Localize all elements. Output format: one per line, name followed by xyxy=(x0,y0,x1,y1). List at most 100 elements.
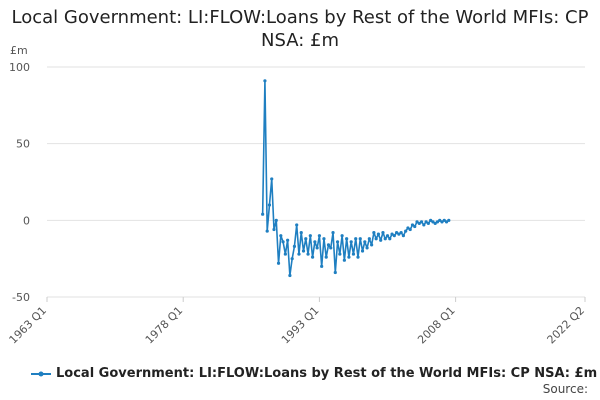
data-point xyxy=(315,246,319,250)
data-point xyxy=(424,220,428,224)
data-point xyxy=(351,252,356,256)
data-point xyxy=(265,229,269,233)
data-point xyxy=(390,232,394,236)
data-point xyxy=(297,252,301,256)
data-point xyxy=(381,231,385,235)
data-point xyxy=(354,237,358,241)
data-point xyxy=(295,223,299,227)
data-point xyxy=(288,273,292,278)
data-point xyxy=(263,79,267,83)
data-point xyxy=(379,238,383,242)
x-axis: 1963 Q1 1978 Q1 1993 Q1 2008 Q1 2022 Q2 xyxy=(7,297,588,347)
y-axis: -50 0 50 100 xyxy=(9,61,30,304)
x-tick-label: 1993 Q1 xyxy=(279,304,322,347)
data-point xyxy=(267,203,272,207)
data-point xyxy=(342,258,346,262)
data-point xyxy=(335,240,340,244)
data-point xyxy=(329,246,333,250)
data-point xyxy=(299,231,303,235)
data-point xyxy=(301,249,306,253)
data-point xyxy=(320,264,324,268)
data-point xyxy=(304,237,308,241)
data-point xyxy=(326,243,331,247)
legend-entry-label: Local Government: LI:FLOW:Loans by Rest … xyxy=(56,366,598,381)
data-point xyxy=(279,234,283,238)
data-point xyxy=(408,227,412,232)
data-point xyxy=(317,234,322,238)
data-point xyxy=(367,237,371,241)
data-point xyxy=(270,177,274,181)
data-point xyxy=(438,218,442,222)
y-tick-label: 50 xyxy=(16,138,30,151)
data-point xyxy=(349,240,353,244)
data-point xyxy=(392,234,396,238)
data-point xyxy=(410,223,415,227)
data-point xyxy=(370,243,374,247)
data-point xyxy=(404,229,408,233)
y-tick-label: -50 xyxy=(12,291,30,304)
data-point xyxy=(276,261,281,265)
data-point xyxy=(442,218,446,222)
data-point xyxy=(331,231,335,235)
data-point xyxy=(340,234,344,238)
x-tick-label: 2008 Q1 xyxy=(415,304,458,347)
data-point xyxy=(431,220,435,224)
data-point xyxy=(422,223,426,227)
data-point xyxy=(426,221,430,225)
data-point xyxy=(415,220,419,224)
data-point xyxy=(433,221,437,225)
data-point xyxy=(417,221,421,225)
data-point xyxy=(281,240,285,244)
data-point xyxy=(406,226,410,230)
data-point xyxy=(429,218,433,222)
data-point xyxy=(385,234,390,238)
data-point xyxy=(383,237,387,241)
x-tick-label: 1963 Q1 xyxy=(7,304,50,347)
data-point xyxy=(313,240,317,244)
data-point xyxy=(374,237,378,241)
data-point xyxy=(447,218,451,222)
data-point xyxy=(308,234,312,238)
data-point xyxy=(358,237,362,241)
data-point xyxy=(333,270,337,275)
data-point xyxy=(435,220,440,224)
series-line xyxy=(261,80,450,277)
data-point xyxy=(292,244,297,248)
data-point xyxy=(363,240,367,244)
data-point xyxy=(356,255,360,259)
legend[interactable]: Local Government: LI:FLOW:Loans by Rest … xyxy=(30,366,597,381)
gridlines xyxy=(47,66,585,298)
data-point xyxy=(376,232,381,236)
x-tick-label: 1978 Q1 xyxy=(143,304,186,347)
data-point xyxy=(372,231,376,235)
data-point xyxy=(261,212,265,216)
data-point xyxy=(347,255,351,259)
data-point xyxy=(401,234,405,238)
source-label: Source: xyxy=(542,382,588,396)
data-point xyxy=(338,252,342,256)
data-point xyxy=(444,220,449,224)
data-point xyxy=(283,252,287,256)
data-point xyxy=(397,232,401,236)
data-point xyxy=(365,246,369,250)
data-point xyxy=(310,255,315,259)
data-point xyxy=(399,231,403,235)
data-point xyxy=(440,220,444,224)
data-point xyxy=(388,237,392,241)
y-axis-unit-label: £m xyxy=(10,44,28,57)
data-point xyxy=(345,237,349,241)
y-tick-label: 0 xyxy=(23,214,30,227)
data-point xyxy=(360,249,365,253)
data-point xyxy=(419,220,424,224)
series-group xyxy=(261,79,451,278)
data-point xyxy=(272,227,276,232)
x-tick-label: 2022 Q2 xyxy=(545,304,588,347)
data-point xyxy=(394,231,399,235)
data-point xyxy=(324,255,328,259)
chart-title: Local Government: LI:FLOW:Loans by Rest … xyxy=(11,7,589,51)
data-point xyxy=(290,257,294,261)
legend-line-icon xyxy=(31,371,51,376)
data-point xyxy=(286,238,290,242)
data-point xyxy=(413,224,417,229)
